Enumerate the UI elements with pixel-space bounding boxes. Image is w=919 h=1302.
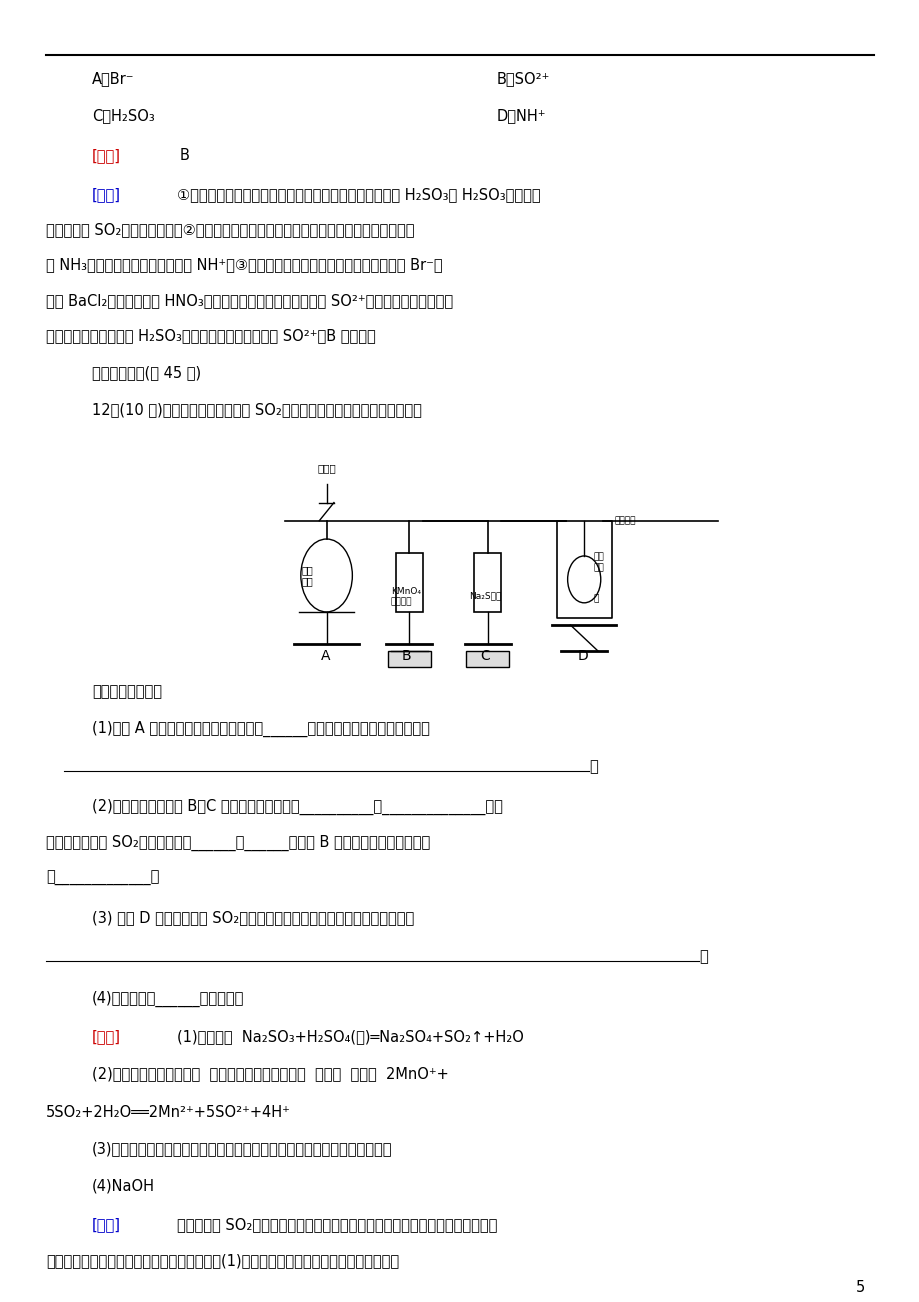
Text: 有 NH₃产生，说明溶液中一定含有 NH⁺；③加氯水时溶液显黄色，说明原溶液中含有 Br⁻；: 有 NH₃产生，说明溶液中一定含有 NH⁺；③加氯水时溶液显黄色，说明原溶液中含…	[46, 258, 442, 272]
Text: 些现象分别说明 SO₂具有的性质是______和______；装置 B 中发生反应的离子方程式: 些现象分别说明 SO₂具有的性质是______和______；装置 B 中发生反…	[46, 835, 430, 850]
Text: 基础知识的掌握能力以及化学实验分析能力。(1)常见烧瓶有：圆底烧瓶、平底烧瓶和蒸馏: 基础知识的掌握能力以及化学实验分析能力。(1)常见烧瓶有：圆底烧瓶、平底烧瓶和蒸…	[46, 1254, 399, 1268]
Text: (3)品红溶液褪色后，关闭分液漏斗活塞，点燃酒精灯加热，溶液又恢复红色: (3)品红溶液褪色后，关闭分液漏斗活塞，点燃酒精灯加热，溶液又恢复红色	[92, 1142, 392, 1156]
Text: 分解产生的 SO₂可使品红褪色；②加碱后加热，产生使润湿的红色石蕊试纸变蓝的气体，即: 分解产生的 SO₂可使品红褪色；②加碱后加热，产生使润湿的红色石蕊试纸变蓝的气体…	[46, 223, 414, 237]
Text: (1)装置 A 中盛放亚硫酸钠的仪器名称是______，其中发生反应的化学方程式为: (1)装置 A 中盛放亚硫酸钠的仪器名称是______，其中发生反应的化学方程式…	[92, 721, 429, 737]
Text: Na₂S溶液: Na₂S溶液	[469, 592, 501, 600]
Text: A．Br⁻: A．Br⁻	[92, 72, 134, 86]
Text: C: C	[480, 650, 490, 663]
Text: (2)实验过程中，装置 B、C 中发生的现象分别是__________、______________，这: (2)实验过程中，装置 B、C 中发生的现象分别是__________、____…	[92, 799, 503, 815]
Text: 水: 水	[593, 595, 598, 603]
Text: 再加 BaCl₂有白色不溶于 HNO₃的沉淀生成，说明此时溶液中含 SO²⁺，但可能是原溶液含有: 再加 BaCl₂有白色不溶于 HNO₃的沉淀生成，说明此时溶液中含 SO²⁺，但…	[46, 293, 453, 307]
Text: [答案]: [答案]	[92, 1030, 121, 1044]
Text: (2)溶液由紫红色变为无色  无色溶液中出现黄色浑浊  还原性  氧化性  2MnO⁺+: (2)溶液由紫红色变为无色 无色溶液中出现黄色浑浊 还原性 氧化性 2MnO⁺+	[92, 1066, 448, 1081]
Text: [解析]: [解析]	[92, 1217, 121, 1232]
Text: [解析]: [解析]	[92, 187, 121, 202]
Text: D: D	[577, 650, 588, 663]
Text: 品红
溶液: 品红 溶液	[593, 553, 604, 572]
Text: 12．(10 分)某化学兴趣小组为探究 SO₂的性质，按下图所示装置进行实验。: 12．(10 分)某化学兴趣小组为探究 SO₂的性质，按下图所示装置进行实验。	[92, 402, 422, 417]
Text: ①加热时放出的气体可以使品红褪色，则溶液中一定含有 H₂SO₃因 H₂SO₃不稳定，: ①加热时放出的气体可以使品红褪色，则溶液中一定含有 H₂SO₃因 H₂SO₃不稳…	[176, 187, 539, 202]
Text: KMnO₄
酸性溶液: KMnO₄ 酸性溶液	[391, 587, 421, 605]
Text: 二、非选择题(共 45 分): 二、非选择题(共 45 分)	[92, 366, 201, 380]
Bar	[395, 553, 423, 612]
Bar	[473, 553, 501, 612]
Text: B．SO²⁺: B．SO²⁺	[496, 72, 550, 86]
Text: 亚硫
酸钠: 亚硫 酸钠	[301, 565, 313, 586]
Text: 尾气处理: 尾气处理	[614, 517, 635, 526]
Text: (4)尾气可采用______溶液吸收。: (4)尾气可采用______溶液吸收。	[92, 991, 244, 1006]
Text: C．H₂SO₃: C．H₂SO₃	[92, 108, 154, 122]
Text: 5: 5	[855, 1280, 864, 1294]
Bar	[388, 651, 430, 667]
Text: (1)蒸馏烧瓶  Na₂SO₃+H₂SO₄(浓)═Na₂SO₄+SO₂↑+H₂O: (1)蒸馏烧瓶 Na₂SO₃+H₂SO₄(浓)═Na₂SO₄+SO₂↑+H₂O	[176, 1030, 523, 1044]
Text: 5SO₂+2H₂O══2Mn²⁺+5SO²⁺+4H⁺: 5SO₂+2H₂O══2Mn²⁺+5SO²⁺+4H⁺	[46, 1105, 290, 1120]
Text: [答案]: [答案]	[92, 148, 121, 163]
Text: 本题考查了 SO₂的制备及性质、化学实验的基本操作，意在考查考生对化学实验: 本题考查了 SO₂的制备及性质、化学实验的基本操作，意在考查考生对化学实验	[176, 1217, 496, 1232]
Text: (4)NaOH: (4)NaOH	[92, 1178, 154, 1193]
Bar	[466, 651, 508, 667]
Text: (3) 装置 D 的目的是探究 SO₂与品红作用的可逆性，请写出实验操作及现象: (3) 装置 D 的目的是探究 SO₂与品红作用的可逆性，请写出实验操作及现象	[92, 910, 414, 924]
Text: 请回答下列问题：: 请回答下列问题：	[92, 685, 162, 699]
Text: 为_____________；: 为_____________；	[46, 871, 159, 885]
Text: 的，也可能是氯水氧化 H₂SO₃产生的，故不能确定的为 SO²⁺，B 项正确。: 的，也可能是氯水氧化 H₂SO₃产生的，故不能确定的为 SO²⁺，B 项正确。	[46, 328, 375, 342]
Text: ；: ；	[698, 949, 708, 963]
Text: A: A	[321, 650, 330, 663]
Text: ；: ；	[588, 759, 597, 773]
Text: D．NH⁺: D．NH⁺	[496, 108, 546, 122]
Text: 液硫酸: 液硫酸	[317, 464, 335, 474]
Text: B: B	[402, 650, 411, 663]
Text: B: B	[179, 148, 189, 163]
Bar	[248, 475, 763, 664]
